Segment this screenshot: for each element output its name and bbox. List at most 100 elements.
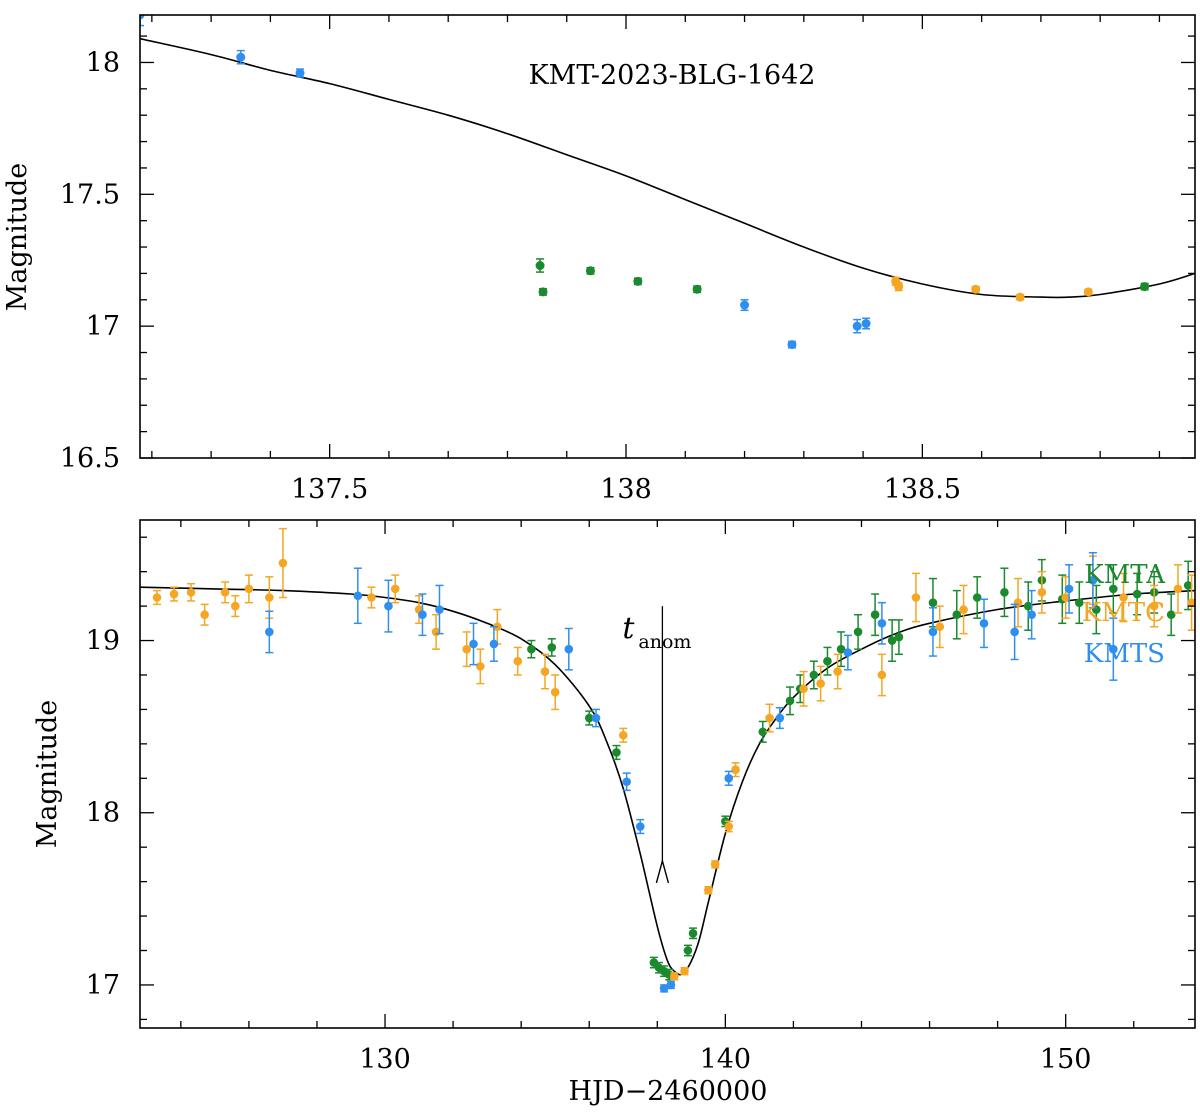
top-point-kmtc — [1015, 292, 1025, 302]
bottom-point-kmtc — [710, 860, 720, 869]
bottom-point-kmtc — [935, 605, 945, 649]
legend-kmtc: KMTC — [1082, 598, 1165, 628]
bottom-point-kmtc — [244, 574, 254, 604]
bottom-point-kmta — [894, 619, 904, 656]
bottom-point-kmtc — [462, 631, 472, 668]
bottom-point-kmta — [785, 686, 795, 716]
bottom-point-kmts — [659, 984, 669, 993]
bottom-point-kmts — [469, 622, 478, 666]
bottom-point-kmtc — [816, 665, 825, 702]
bottom-point-kmta — [584, 710, 594, 726]
bottom-point-kmtc — [152, 589, 162, 606]
top-x-tick-label: 138.5 — [884, 474, 961, 505]
bottom-point-kmtc — [680, 966, 689, 976]
bottom-point-kmts — [1064, 564, 1074, 614]
bottom-point-kmta — [1166, 593, 1176, 637]
bottom-point-kmts — [843, 634, 853, 671]
bottom-point-kmtc — [278, 527, 288, 599]
bottom-point-kmtc — [765, 703, 774, 733]
top-point-kmta — [1140, 282, 1150, 292]
bottom-y-axis-label: Magnitude — [32, 700, 63, 849]
top-series-kmta — [535, 258, 1150, 297]
bottom-point-kmta — [1000, 567, 1009, 618]
bottom-series-kmts — [265, 551, 1118, 993]
legend-kmts: KMTS — [1084, 639, 1165, 669]
bottom-point-kmts — [1010, 603, 1019, 661]
bottom-point-kmta — [853, 613, 863, 650]
top-series-kmts — [140, 15, 871, 350]
bottom-point-kmts — [353, 567, 363, 625]
bottom-point-kmtc — [1119, 572, 1128, 623]
chart-title: KMT-2023-BLG-1642 — [529, 60, 816, 91]
bottom-point-kmts — [265, 610, 274, 654]
bottom-point-kmtc — [476, 648, 485, 685]
bottom-point-kmts — [928, 607, 938, 657]
bottom-series-kmtc — [152, 527, 1195, 981]
top-plot-frame — [139, 14, 1196, 459]
anomaly-label: t — [622, 611, 635, 646]
top-plot-area — [140, 15, 1195, 350]
bottom-point-kmtc — [1149, 584, 1159, 628]
top-point-kmta — [535, 258, 545, 273]
bottom-point-kmta — [836, 631, 846, 668]
top-point-kmtc — [1083, 287, 1093, 297]
bottom-point-kmta — [1132, 572, 1142, 616]
top-model-curve — [140, 37, 1195, 299]
top-y-tick-label: 17.5 — [60, 179, 120, 210]
bottom-point-kmts — [877, 601, 887, 645]
top-x-tick-label: 137.5 — [291, 474, 368, 505]
top-point-kmts — [295, 68, 305, 78]
bottom-point-kmta — [809, 660, 819, 690]
bottom-point-kmtc — [230, 595, 240, 618]
bottom-point-kmts — [1109, 617, 1118, 681]
bottom-panel: 130 140 150 17 18 19 Magnitude HJD−2460000 KM… — [32, 519, 1196, 1107]
top-y-tick-label: 16.5 — [60, 443, 120, 474]
bottom-point-kmta — [1109, 564, 1118, 614]
top-point-kmta — [585, 266, 595, 276]
legend: KMTA KMTC KMTS — [1082, 560, 1166, 669]
top-series-kmtc — [891, 276, 1093, 302]
bottom-point-kmtc — [220, 581, 230, 604]
bottom-x-tick-label: 140 — [700, 1044, 752, 1075]
bottom-point-kmtc — [186, 582, 196, 602]
bottom-point-kmta — [758, 720, 768, 743]
bottom-point-kmta — [952, 589, 962, 640]
bottom-point-kmtc — [169, 586, 179, 602]
top-point-kmta — [633, 276, 643, 286]
bottom-point-kmtc — [540, 653, 550, 690]
bottom-point-kmta — [547, 638, 557, 657]
bottom-point-kmtc — [1187, 574, 1195, 631]
top-point-kmts — [140, 15, 145, 27]
bottom-point-kmtc — [513, 646, 523, 676]
bottom-point-kmtc — [367, 586, 376, 609]
bottom-point-kmts — [384, 579, 393, 633]
bottom-point-kmts — [489, 626, 499, 662]
bottom-point-kmts — [418, 593, 427, 637]
bottom-x-tick-label: 130 — [359, 1044, 411, 1075]
bottom-point-kmtc — [390, 574, 400, 604]
bottom-point-kmts — [1088, 551, 1098, 609]
top-point-kmtc — [894, 281, 904, 292]
bottom-point-kmtc — [704, 885, 713, 895]
bottom-point-kmtc — [959, 584, 968, 635]
top-ticks: 137.5 138 138.5 16.5 17 17.5 18 — [60, 15, 1195, 505]
bottom-point-kmta — [972, 576, 982, 619]
top-point-kmts — [236, 49, 246, 65]
bottom-point-kmta — [1074, 581, 1084, 625]
bottom-point-kmts — [435, 584, 444, 635]
bottom-point-kmtc — [1037, 570, 1047, 614]
top-y-tick-label: 18 — [86, 47, 120, 78]
bottom-point-kmts — [724, 770, 734, 786]
bottom-point-kmtc — [911, 572, 921, 623]
bottom-point-kmtc — [618, 727, 628, 743]
bottom-point-kmta — [887, 619, 897, 662]
top-y-axis-label: Magnitude — [2, 163, 33, 312]
top-point-kmta — [538, 287, 548, 297]
bottom-point-kmts — [622, 772, 631, 792]
bottom-point-kmta — [823, 646, 832, 676]
bottom-point-kmta — [683, 944, 693, 957]
bottom-point-kmtc — [731, 762, 740, 778]
bottom-x-tick-label: 150 — [1040, 1044, 1092, 1075]
bottom-y-tick-label: 18 — [86, 798, 120, 829]
